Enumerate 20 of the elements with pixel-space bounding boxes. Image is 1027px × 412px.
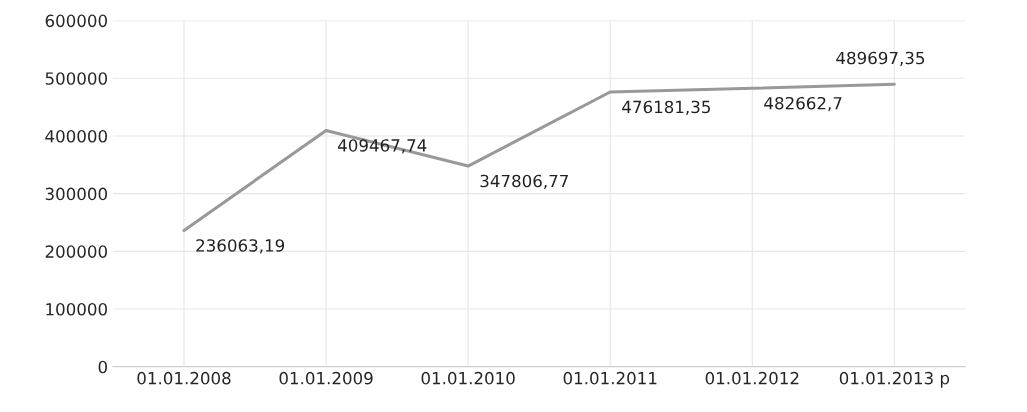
data-label: 347806,77 <box>480 174 568 189</box>
y-tick-label: 500000 <box>45 72 107 85</box>
x-tick-label: 01.01.2012 <box>705 371 799 385</box>
data-label: 409467,74 <box>338 139 427 154</box>
y-tick-label: 0 <box>98 360 107 374</box>
x-tick-label: 01.01.2011 <box>563 371 657 385</box>
line-series <box>182 82 896 233</box>
x-tick-label: 01.01.2010 <box>421 371 515 385</box>
x-tick-label: 01.01.2009 <box>279 371 373 385</box>
x-tick-label: 01.01.2008 <box>137 371 231 385</box>
y-tick-label: 100000 <box>46 302 107 316</box>
y-tick-label: 600000 <box>45 14 107 28</box>
data-label: 489697,35 <box>836 51 925 67</box>
data-label: 476181,35 <box>622 100 710 115</box>
x-tick-label: 01.01.2013 р <box>839 371 950 388</box>
y-tick-label: 400000 <box>45 129 107 143</box>
y-tick-label: 200000 <box>45 245 107 258</box>
data-label: 236063,19 <box>196 239 285 254</box>
data-label: 482662,7 <box>764 96 842 112</box>
y-tick-label: 300000 <box>45 187 107 201</box>
